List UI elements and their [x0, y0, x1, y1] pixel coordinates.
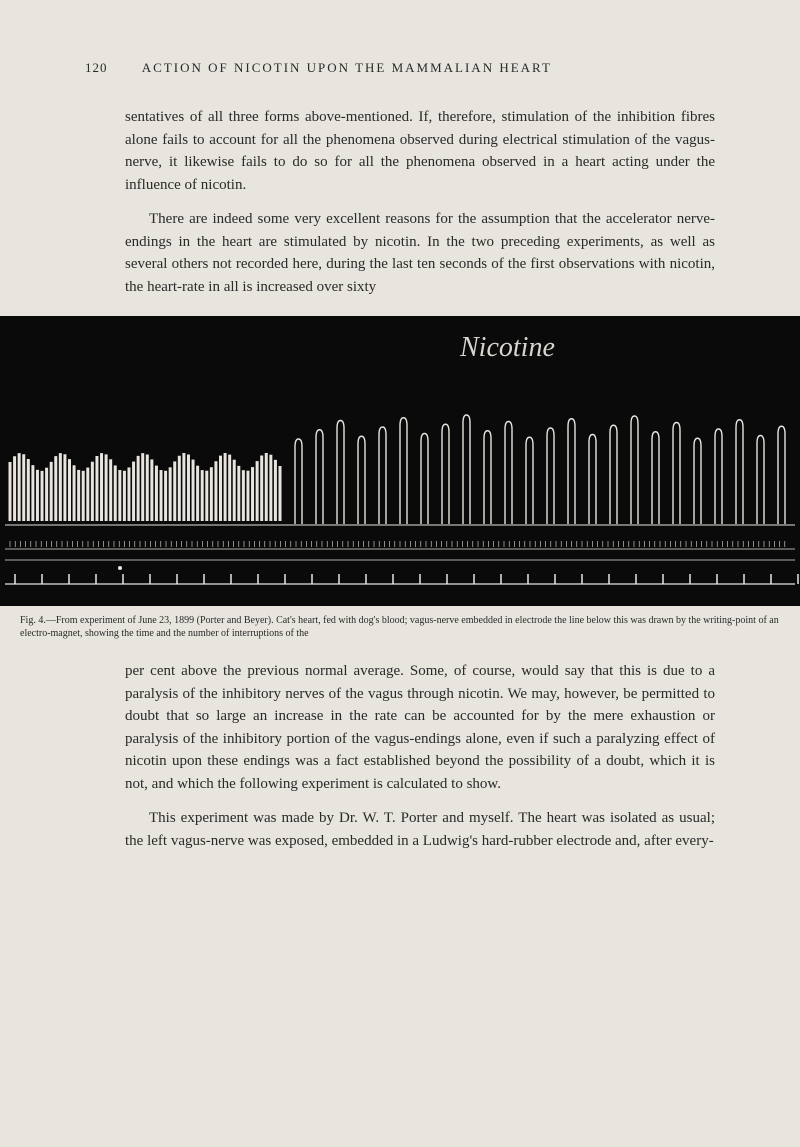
kymograph-trace: Nicotine	[0, 316, 800, 606]
paragraph-4: This experiment was made by Dr. W. T. Po…	[85, 807, 715, 852]
page-header: 120 ACTION OF NICOTIN UPON THE MAMMALIAN…	[85, 60, 715, 76]
figure-caption: Fig. 4.—From experiment of June 23, 1899…	[10, 614, 790, 640]
caption-prefix: Fig. 4.—	[20, 615, 56, 626]
paragraph-1: sentatives of all three forms above-ment…	[85, 106, 715, 196]
svg-text:Nicotine: Nicotine	[459, 332, 555, 363]
paragraph-3: per cent above the previous normal avera…	[85, 660, 715, 795]
page-number: 120	[85, 60, 108, 76]
caption-text: From experiment of June 23, 1899 (Porter…	[20, 615, 779, 639]
figure-4: Nicotine	[0, 316, 800, 606]
running-title: ACTION OF NICOTIN UPON THE MAMMALIAN HEA…	[142, 60, 552, 75]
paragraph-2: There are indeed some very excellent rea…	[85, 208, 715, 298]
